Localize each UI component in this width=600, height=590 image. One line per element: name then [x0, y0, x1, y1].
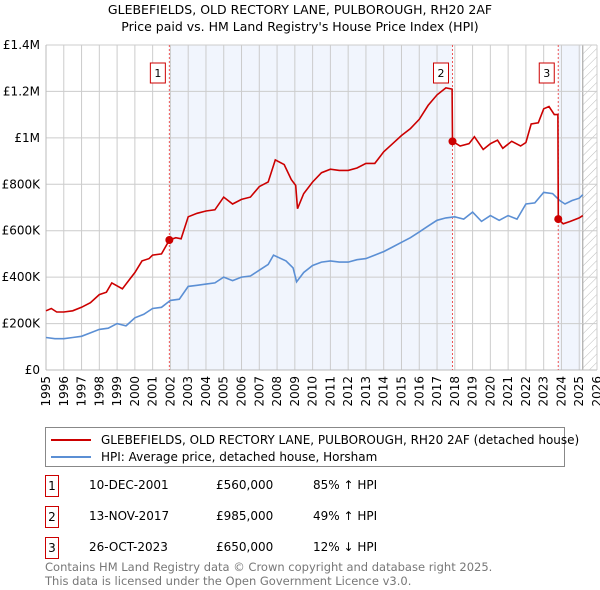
- legend-swatch-red: [51, 438, 91, 441]
- sale-point: [448, 137, 457, 146]
- footer-copyright: Contains HM Land Registry data © Crown c…: [45, 560, 493, 574]
- x-tick-label: 2024: [554, 376, 568, 407]
- legend-label-hpi: HPI: Average price, detached house, Hors…: [101, 449, 378, 464]
- chart-title: GLEBEFIELDS, OLD RECTORY LANE, PULBOROUG…: [108, 2, 492, 17]
- transaction-date: 13-NOV-2017: [89, 509, 170, 523]
- sale-point: [165, 236, 174, 244]
- transaction-row: 2 13-NOV-2017 £985,000 49% ↑ HPI: [45, 506, 445, 528]
- x-tick-label: 1999: [110, 376, 124, 407]
- y-tick-label: £200K: [2, 317, 42, 331]
- y-tick-label: £400K: [2, 270, 42, 284]
- x-tick-label: 2012: [341, 376, 355, 407]
- transaction-number: 2: [45, 506, 59, 528]
- legend-item-hpi: HPI: Average price, detached house, Hors…: [51, 449, 377, 464]
- x-tick-label: 2017: [430, 376, 444, 407]
- chart-subtitle: Price paid vs. HM Land Registry's House …: [121, 19, 478, 34]
- transaction-price: £560,000: [216, 478, 274, 492]
- legend-swatch-blue: [51, 455, 91, 458]
- x-tick-label: 2005: [217, 376, 231, 407]
- x-tick-label: 2008: [270, 376, 284, 407]
- shaded-period: [169, 45, 453, 370]
- x-tick-label: 2001: [146, 376, 160, 407]
- x-tick-label: 2021: [501, 376, 515, 407]
- hpi-line: [45, 191, 584, 340]
- x-tick-label: 2026: [590, 376, 600, 407]
- x-tick-label: 2025: [572, 376, 586, 407]
- transaction-number: 1: [45, 475, 59, 497]
- x-tick-label: 2013: [359, 376, 373, 407]
- transaction-number: 3: [45, 537, 59, 559]
- transaction-row: 1 10-DEC-2001 £560,000 85% ↑ HPI: [45, 475, 445, 497]
- footer-licence: This data is licensed under the Open Gov…: [45, 574, 412, 588]
- x-tick-label: 2003: [181, 376, 195, 407]
- y-tick-label: £600K: [2, 224, 42, 238]
- x-tick-label: 2019: [466, 376, 480, 407]
- transaction-price: £650,000: [216, 540, 274, 554]
- y-tick-label: £1M: [14, 131, 40, 145]
- x-tick-label: 2009: [288, 376, 302, 407]
- transaction-date: 10-DEC-2001: [89, 478, 169, 492]
- x-tick-label: 2007: [252, 376, 266, 407]
- sale-label: 1: [154, 67, 161, 80]
- y-tick-label: £1.2M: [3, 84, 40, 98]
- transaction-hpi: 12% ↓ HPI: [313, 540, 378, 554]
- x-tick-label: 1996: [57, 376, 71, 407]
- sale-label-box: [432, 62, 449, 84]
- x-tick-label: 2010: [306, 376, 320, 407]
- transaction-hpi: 85% ↑ HPI: [313, 478, 378, 492]
- sale-label: 2: [437, 67, 444, 80]
- y-tick-label: £800K: [2, 177, 42, 191]
- sale-label: 3: [543, 67, 550, 80]
- x-tick-label: 2022: [519, 376, 533, 407]
- x-tick-label: 2000: [128, 376, 142, 407]
- y-tick-label: £0: [25, 363, 40, 377]
- forecast-hatch: [582, 45, 597, 370]
- sale-label-box: [538, 62, 555, 84]
- legend: GLEBEFIELDS, OLD RECTORY LANE, PULBOROUG…: [45, 427, 579, 467]
- transaction-hpi: 49% ↑ HPI: [313, 509, 378, 523]
- price-chart: GLEBEFIELDS, OLD RECTORY LANE, PULBOROUG…: [2, 2, 600, 407]
- x-tick-label: 2018: [448, 376, 462, 407]
- x-tick-label: 2015: [394, 376, 408, 407]
- sale-label-box: [149, 62, 166, 84]
- x-tick-label: 2020: [483, 376, 497, 407]
- property-price-line: [45, 87, 584, 313]
- x-tick-label: 2004: [199, 376, 213, 407]
- legend-item-property: GLEBEFIELDS, OLD RECTORY LANE, PULBOROUG…: [51, 432, 579, 447]
- sale-point: [554, 215, 563, 224]
- shaded-period: [558, 45, 582, 370]
- x-tick-label: 1997: [75, 376, 89, 407]
- transaction-row: 3 26-OCT-2023 £650,000 12% ↓ HPI: [45, 537, 445, 559]
- x-tick-label: 2016: [412, 376, 426, 407]
- footer: Contains HM Land Registry data © Crown c…: [45, 560, 492, 588]
- transaction-price: £985,000: [216, 509, 274, 523]
- y-tick-label: £1.4M: [3, 38, 40, 52]
- x-tick-label: 2014: [377, 376, 391, 407]
- x-tick-label: 2002: [163, 376, 177, 407]
- x-tick-label: 2006: [235, 376, 249, 407]
- transaction-date: 26-OCT-2023: [89, 540, 168, 554]
- x-tick-label: 1995: [39, 376, 53, 407]
- legend-label-property: GLEBEFIELDS, OLD RECTORY LANE, PULBOROUG…: [101, 432, 580, 447]
- x-tick-label: 2011: [323, 376, 337, 407]
- x-tick-label: 2023: [537, 376, 551, 407]
- x-tick-label: 1998: [92, 376, 106, 407]
